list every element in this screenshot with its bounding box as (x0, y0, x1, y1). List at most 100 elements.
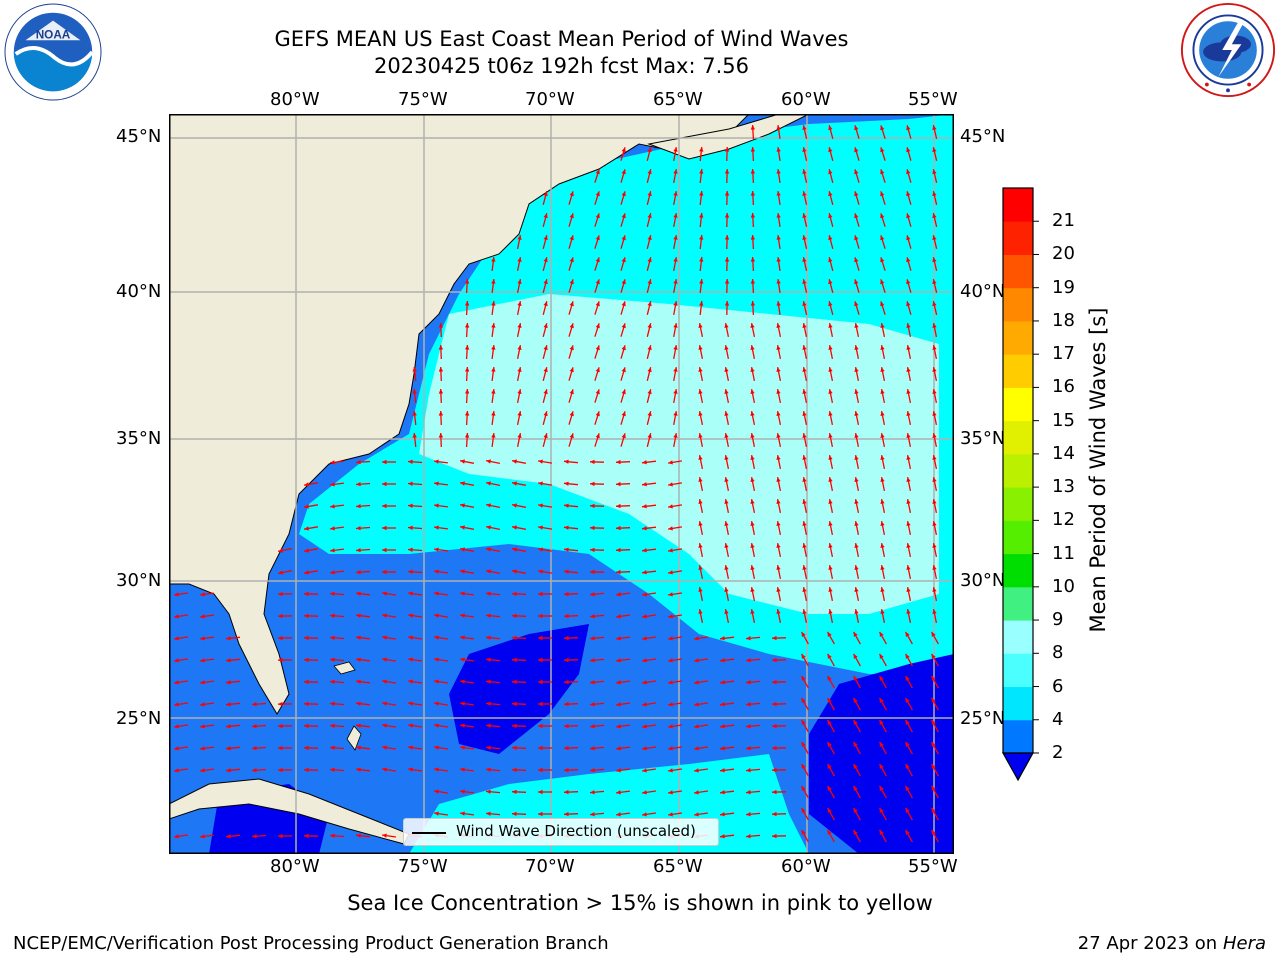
wave-direction-arrowhead (564, 569, 569, 574)
wave-direction-arrowhead (827, 719, 832, 725)
wave-direction-arrowhead (460, 569, 465, 574)
wave-direction-arrowhead (200, 592, 205, 597)
wave-direction-arrowhead (330, 723, 335, 728)
wave-direction-arrowhead (880, 257, 885, 263)
wave-direction-arrowhead (621, 345, 626, 351)
wave-direction-arrowhead (621, 257, 626, 263)
wave-direction-arrowhead (673, 213, 678, 218)
wave-direction-arrowhead (486, 789, 491, 794)
wave-direction-arrowhead (776, 169, 781, 174)
wave-direction-arrowhead (543, 235, 548, 241)
lon-label-bottom-55w: 55°W (908, 856, 958, 877)
wave-direction-arrowhead (174, 636, 179, 641)
wave-direction-arrowhead (906, 499, 911, 504)
wave-direction-arrowhead (408, 745, 413, 750)
wave-direction-arrowhead (590, 658, 595, 663)
wave-direction-arrowhead (802, 169, 807, 174)
wave-direction-arrowhead (538, 525, 543, 530)
wave-direction-arrowhead (750, 323, 755, 328)
wave-direction-arrowhead (673, 169, 678, 174)
wave-direction-arrowhead (853, 697, 858, 703)
wave-direction-arrowhead (486, 635, 491, 640)
wave-direction-arrowhead (880, 191, 885, 197)
wave-direction-arrowhead (854, 521, 859, 526)
wave-direction-arrowhead (694, 636, 699, 641)
wave-direction-arrowhead (486, 613, 491, 618)
wave-direction-arrowhead (512, 459, 517, 464)
wave-direction-arrowhead (776, 609, 781, 614)
svg-text:NOAA: NOAA (36, 28, 71, 41)
wave-direction-arrowhead (906, 301, 911, 307)
wave-direction-arrowhead (673, 411, 678, 416)
wave-direction-arrowhead (330, 613, 335, 618)
wave-direction-arrowhead (486, 679, 491, 684)
wave-direction-arrowhead (906, 235, 911, 241)
wave-direction-arrowhead (853, 763, 858, 769)
wave-direction-arrowhead (776, 411, 781, 416)
wave-direction-arrowhead (486, 481, 491, 486)
wave-direction-arrowhead (932, 125, 937, 131)
wave-direction-arrowhead (746, 834, 751, 839)
wave-direction-arrowhead (853, 829, 858, 835)
wave-direction-arrowhead (827, 653, 832, 659)
wave-direction-arrowhead (460, 723, 465, 728)
wave-direction-arrowhead (772, 635, 777, 641)
wave-direction-arrowhead (932, 301, 937, 307)
colorbar-tick-label: 2 (1052, 742, 1064, 763)
wave-direction-arrowhead (853, 719, 858, 725)
wave-direction-arrowhead (174, 658, 179, 663)
colorbar-segment (1003, 221, 1033, 255)
wave-direction-arrowhead (538, 745, 543, 751)
wave-direction-arrowhead (801, 807, 806, 813)
map-panel (169, 114, 954, 854)
wave-direction-arrowhead (932, 213, 937, 219)
wave-direction-arrowhead (668, 548, 673, 553)
wave-direction-arrowhead (434, 745, 439, 750)
wave-direction-arrowhead (906, 279, 911, 285)
colorbar-tick-label: 15 (1052, 409, 1075, 431)
wave-direction-arrowhead (854, 147, 859, 153)
wave-direction-arrowhead (750, 389, 755, 394)
wave-direction-arrowhead (647, 213, 652, 219)
wave-direction-arrowhead (698, 323, 703, 328)
wind-wave-arrows (174, 124, 939, 843)
wave-direction-arrowhead (543, 345, 548, 351)
wave-direction-arrowhead (538, 459, 543, 464)
wave-direction-arrowhead (880, 323, 885, 328)
lat-label-left-30n: 30°N (116, 570, 162, 591)
wave-direction-arrowhead (931, 741, 936, 747)
wave-direction-arrowhead (491, 323, 496, 328)
wave-direction-arrowhead (491, 301, 496, 306)
wave-direction-arrowhead (828, 499, 833, 504)
wave-direction-arrowhead (647, 433, 652, 439)
wave-direction-arrowhead (512, 767, 517, 772)
wave-direction-arrowhead (460, 811, 465, 816)
wave-direction-arrowhead (590, 680, 595, 685)
wave-direction-arrowhead (200, 724, 205, 729)
wave-direction-arrowhead (200, 746, 205, 751)
wave-direction-arrowhead (828, 301, 833, 307)
wave-direction-arrowhead (750, 125, 755, 130)
wave-direction-arrowhead (356, 613, 361, 618)
lat-label-right-35n: 35°N (960, 428, 1006, 449)
wave-direction-arrowhead (465, 367, 470, 372)
date-stamp: 27 Apr 2023 on Hera (1078, 933, 1266, 954)
sea-ice-note: Sea Ice Concentration > 15% is shown in … (347, 891, 933, 915)
colorbar-tick-label: 14 (1052, 442, 1075, 464)
colorbar-segment (1003, 586, 1033, 621)
wave-direction-arrowhead (330, 745, 335, 750)
wave-direction-arrowhead (932, 389, 937, 394)
wave-direction-arrowhead (460, 745, 465, 750)
legend-line-sample (412, 832, 446, 834)
wave-direction-arrowhead (564, 459, 569, 464)
wave-direction-arrowhead (720, 680, 725, 685)
wave-direction-arrowhead (412, 433, 417, 438)
wave-direction-arrowhead (356, 701, 361, 706)
wave-direction-arrowhead (356, 679, 361, 684)
wave-direction-arrowhead (668, 460, 673, 465)
wave-direction-arrowhead (776, 279, 781, 284)
wave-direction-arrowhead (905, 807, 910, 813)
wave-direction-arrowhead (746, 680, 751, 685)
wave-direction-arrowhead (854, 323, 859, 328)
wave-direction-arrowhead (828, 543, 833, 548)
